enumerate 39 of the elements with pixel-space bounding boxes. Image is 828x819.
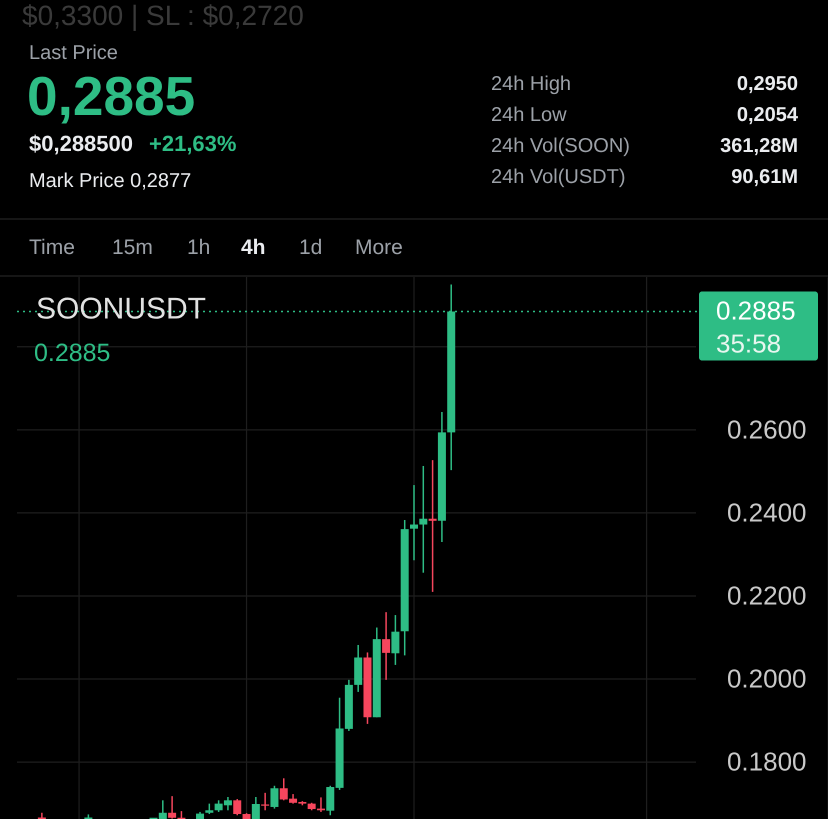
candlestick <box>410 484 418 561</box>
text: Last Price <box>29 42 118 64</box>
candlestick <box>428 459 437 593</box>
text: $0,3300 | SL : $0,2720 <box>22 0 304 31</box>
candlestick <box>382 611 390 681</box>
text: 15m <box>112 236 153 259</box>
text: 0,2950 <box>736 73 798 95</box>
y-tick-label: 0.2600 <box>726 414 806 444</box>
candlestick <box>391 614 400 666</box>
ref-line-label: 0.2885 <box>716 295 796 326</box>
text: 24h Vol(USDT) <box>491 166 626 188</box>
text: 24h Vol(SOON) <box>491 135 630 157</box>
candlestick <box>419 465 428 574</box>
text: 1h <box>187 236 210 259</box>
text: +21,63% <box>149 131 236 156</box>
candlestick <box>168 795 176 819</box>
text: 4h <box>241 236 266 259</box>
text: 24h Low <box>491 104 568 126</box>
candlestick <box>270 785 278 810</box>
y-tick-label: 0.2200 <box>726 580 806 610</box>
text: Mark Price 0,2877 <box>29 170 192 192</box>
y-tick-label: 0.1800 <box>726 746 806 777</box>
text: Time <box>29 236 75 259</box>
text: 90,61M <box>731 166 798 188</box>
candlestick <box>205 802 214 815</box>
text: More <box>355 236 403 259</box>
y-tick-label: 0.2000 <box>726 664 806 694</box>
text: 0,2054 <box>736 104 799 126</box>
text: 1d <box>299 236 322 259</box>
text: SOONUSDT <box>36 292 206 326</box>
text: 24h High <box>491 73 572 95</box>
text: 361,28M <box>720 135 798 157</box>
candlestick <box>252 796 260 819</box>
candlestick <box>233 798 242 816</box>
y-tick-label: 0.2400 <box>726 497 806 528</box>
annotation: 35:58 <box>716 328 782 358</box>
annotation: 0.2885 <box>34 339 110 367</box>
text: $0,288500 <box>29 131 133 156</box>
text: 0,2885 <box>27 65 196 127</box>
